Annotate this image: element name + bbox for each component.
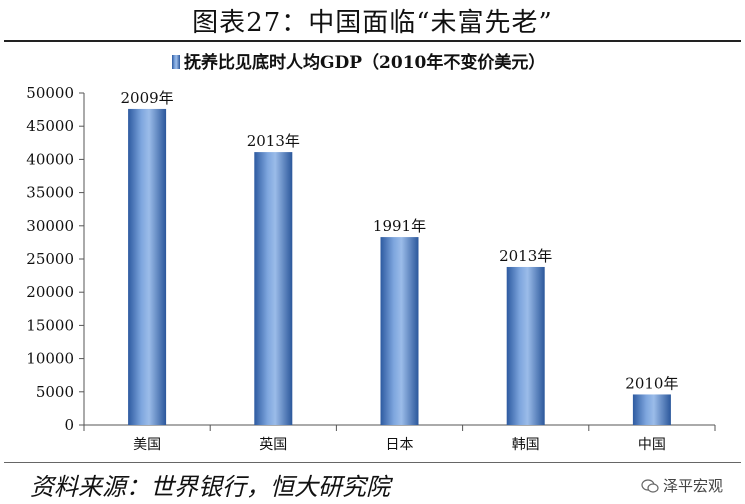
y-tick-label: 40000 [26,150,74,168]
bar-chart: 抚养比见底时人均GDP（2010年不变价美元） 0 5000 10000 15000 2… [26,52,716,453]
bar [254,152,293,425]
data-label: 2013年 [499,247,552,265]
x-tick-label: 英国 [259,436,287,453]
data-label: 1991年 [373,217,426,235]
y-tick-label: 45000 [26,117,74,135]
watermark: 泽平宏观 [641,475,723,496]
x-tick-label: 韩国 [512,437,540,453]
y-tick-label: 5000 [36,383,74,401]
y-tick-label: 20000 [26,283,74,301]
source-note: 资料来源：世界银行，恒大研究院 [30,473,390,501]
y-tick-label: 0 [64,416,74,434]
data-label: 2009年 [121,89,174,107]
bar [632,394,671,425]
watermark-text: 泽平宏观 [662,477,723,495]
legend-swatch [172,55,180,69]
bar [380,237,419,425]
data-label: 2013年 [247,132,300,150]
title-divider [4,40,741,42]
bar [506,266,545,425]
x-tick-label: 日本 [386,437,414,453]
legend-label: 抚养比见底时人均GDP（2010年不变价美元） [184,52,545,73]
y-tick-label: 15000 [26,316,74,334]
y-tick-label: 25000 [26,250,74,268]
x-tick-label: 中国 [638,437,666,453]
bar [128,108,167,425]
y-tick-label: 50000 [26,84,74,102]
bars: 2009年 2013年 1991年 2013年 2010年 [121,89,678,425]
footer-divider [4,462,741,463]
axes: 0 5000 10000 15000 20000 25000 30000 35000 40000… [26,84,716,453]
x-tick-label: 美国 [133,437,161,453]
wechat-icon [641,478,659,493]
page-title: 图表27：中国面临“未富先老” [192,8,553,38]
data-label: 2010年 [625,374,678,392]
y-tick-label: 30000 [26,217,74,235]
y-tick-label: 10000 [26,350,74,368]
y-tick-label: 35000 [26,184,74,202]
